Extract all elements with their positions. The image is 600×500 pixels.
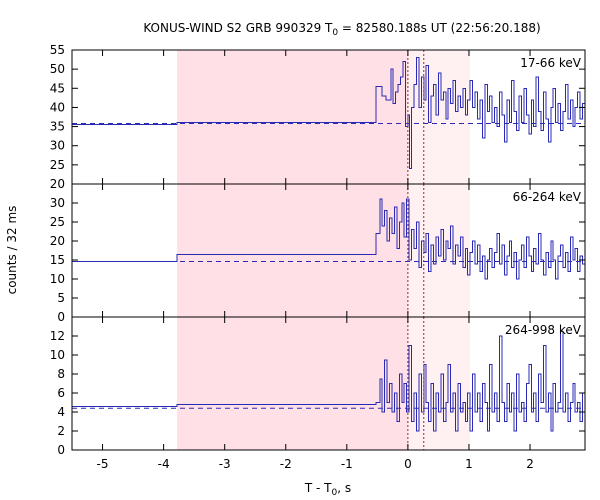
shaded-interval-1 [177,317,408,450]
y-tick-label: 20 [50,177,65,191]
x-tick-label: -2 [280,457,292,471]
panel-2: 0 5 10 15 20 25 30 66-264 keV [50,183,586,324]
y-tick-label: 30 [50,139,65,153]
energy-band-label: 17-66 keV [520,56,582,70]
panel-1: 20 25 30 35 40 45 50 55 17-66 keV [50,43,586,191]
panel-3: 0 2 4 6 8 10 12 264-998 keV [50,316,586,457]
y-tick-label: 40 [50,100,65,114]
y-tick-label: 25 [50,158,65,172]
y-tick-label: 30 [50,196,65,210]
y-tick-label: 25 [50,215,65,229]
panel-frame [71,316,586,451]
shaded-interval-2 [407,50,471,184]
y-tick-label: 50 [50,62,65,76]
shaded-interval-2 [407,184,471,317]
x-tick-label: -4 [158,457,170,471]
shaded-interval-1 [177,50,408,184]
x-tick-label: 1 [465,457,473,471]
y-tick-label: 45 [50,81,65,95]
y-tick-label: 20 [50,234,65,248]
y-tick-label: 15 [50,253,65,267]
y-tick-label: 12 [50,329,65,343]
y-tick-label: 8 [57,367,65,381]
y-tick-label: 4 [57,405,65,419]
y-tick-label: 2 [57,424,65,438]
energy-band-label: 66-264 keV [513,190,582,204]
y-axis-label: counts / 32 ms [5,206,19,295]
count-series-1 [72,57,585,170]
y-tick-label: 6 [57,386,65,400]
y-tick-label: 55 [50,43,65,57]
energy-band-label: 264-998 keV [505,323,582,337]
x-tick-label: 0 [404,457,412,471]
y-tick-label: 10 [50,348,65,362]
y-tick-label: 10 [50,272,65,286]
chart-title: KONUS-WIND S2 GRB 990329 T0 = 82580.188s… [143,21,540,38]
x-tick-label: 2 [526,457,534,471]
y-tick-label: 0 [57,443,65,457]
y-tick-label: 0 [57,310,65,324]
y-tick-label: 5 [57,291,65,305]
x-tick-label: -1 [341,457,353,471]
count-series-2 [72,198,585,280]
count-series-3 [72,330,585,432]
x-axis-label: T - T0, s [304,481,351,498]
shaded-interval-1 [177,184,408,317]
x-tick-label: -3 [219,457,231,471]
y-tick-label: 35 [50,120,65,134]
x-tick-label: -5 [97,457,109,471]
